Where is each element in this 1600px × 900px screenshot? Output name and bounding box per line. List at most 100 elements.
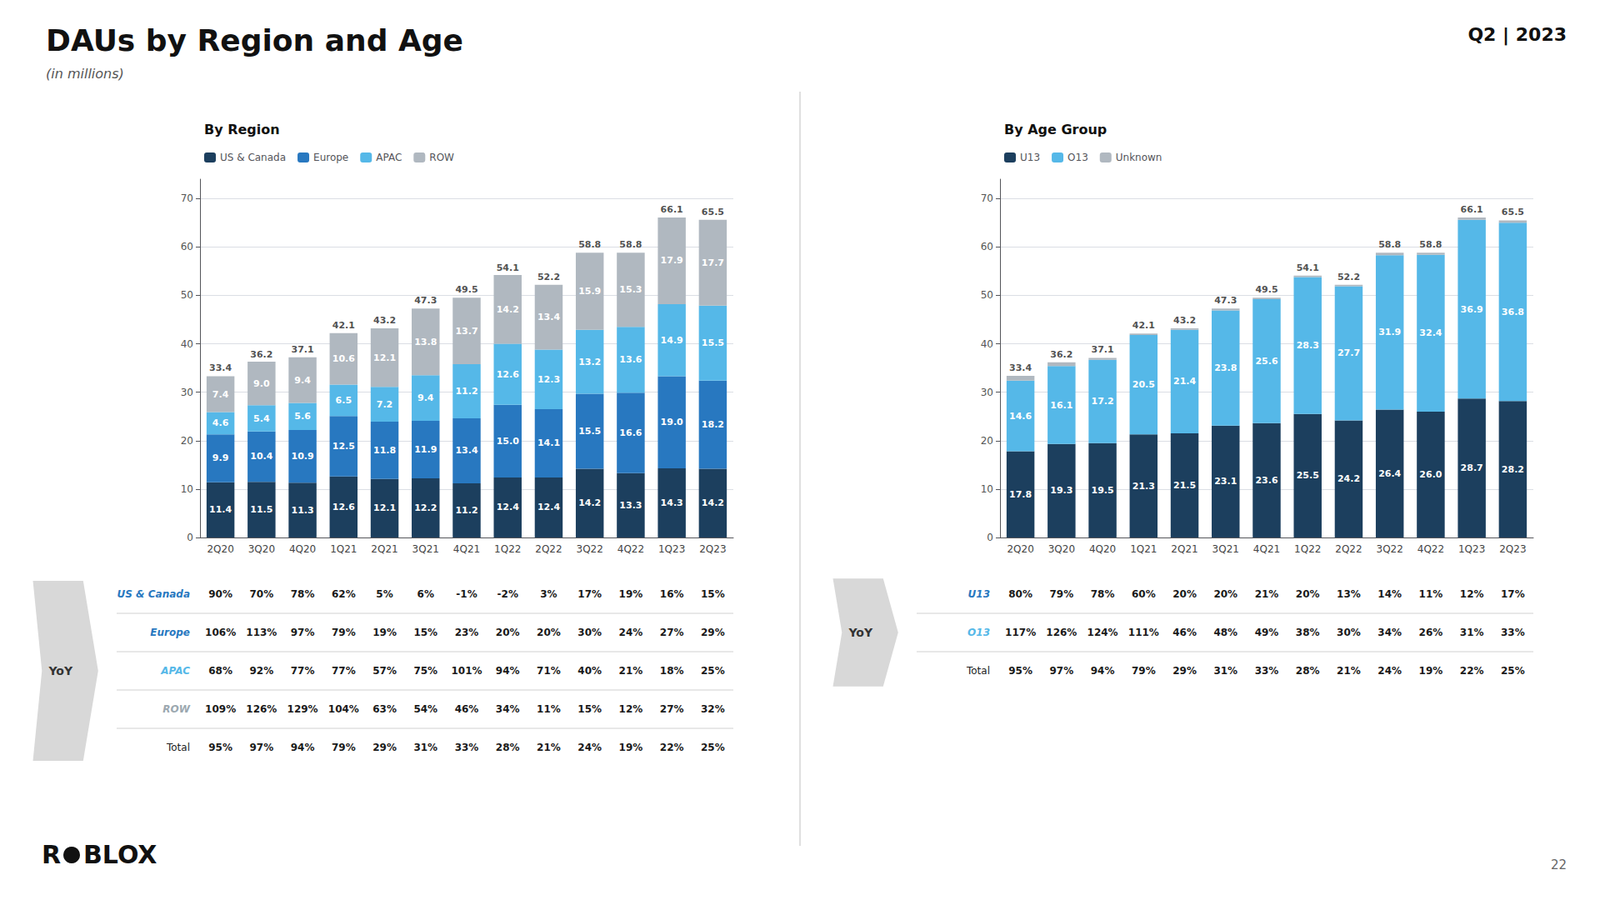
svg-text:79%: 79% [331, 626, 356, 639]
svg-text:10.6: 10.6 [332, 353, 355, 365]
svg-text:19%: 19% [1419, 665, 1444, 677]
svg-text:13%: 13% [1336, 588, 1361, 600]
svg-text:4Q21: 4Q21 [1253, 543, 1280, 555]
svg-text:42.1: 42.1 [1132, 320, 1155, 331]
svg-text:97%: 97% [249, 741, 274, 754]
svg-text:21%: 21% [536, 741, 561, 754]
svg-text:1Q23: 1Q23 [1458, 543, 1485, 555]
svg-text:9.4: 9.4 [294, 375, 311, 386]
svg-text:DAUs by Region and Age: DAUs by Region and Age [45, 23, 464, 58]
svg-text:13.7: 13.7 [455, 325, 478, 337]
svg-text:90%: 90% [208, 588, 233, 600]
svg-text:31%: 31% [413, 741, 438, 754]
svg-text:2Q20: 2Q20 [206, 543, 234, 555]
svg-text:60: 60 [980, 240, 994, 253]
svg-text:47.3: 47.3 [1214, 295, 1237, 306]
svg-text:11%: 11% [536, 703, 561, 715]
svg-text:11.4: 11.4 [209, 504, 232, 515]
svg-text:21%: 21% [1336, 665, 1361, 677]
svg-text:2Q22: 2Q22 [1335, 543, 1362, 555]
svg-text:28%: 28% [1295, 665, 1320, 677]
svg-text:13.2: 13.2 [578, 356, 601, 368]
svg-text:13.6: 13.6 [619, 354, 642, 365]
svg-text:33%: 33% [455, 741, 480, 754]
svg-text:126%: 126% [1045, 626, 1077, 639]
svg-text:23.8: 23.8 [1214, 362, 1237, 374]
svg-text:12%: 12% [1460, 588, 1485, 600]
svg-text:79%: 79% [1049, 588, 1074, 600]
svg-text:15.0: 15.0 [496, 435, 520, 447]
svg-text:2Q23: 2Q23 [699, 543, 726, 555]
svg-text:43.2: 43.2 [373, 315, 396, 326]
svg-text:3Q22: 3Q22 [1376, 543, 1404, 555]
svg-text:15%: 15% [700, 588, 725, 600]
svg-text:14.2: 14.2 [496, 304, 520, 315]
svg-text:78%: 78% [290, 588, 315, 600]
svg-text:33%: 33% [1500, 626, 1525, 639]
svg-text:US & Canada: US & Canada [220, 151, 286, 164]
svg-text:70: 70 [980, 192, 994, 205]
svg-text:14.6: 14.6 [1009, 410, 1032, 422]
svg-text:106%: 106% [205, 626, 236, 639]
svg-text:71%: 71% [536, 665, 561, 677]
svg-text:12.1: 12.1 [373, 352, 396, 364]
svg-text:O13: O13 [967, 626, 990, 639]
svg-text:6%: 6% [417, 588, 435, 600]
svg-text:14.1: 14.1 [537, 437, 560, 449]
svg-text:4Q20: 4Q20 [289, 543, 316, 555]
svg-text:31%: 31% [1460, 626, 1485, 639]
svg-text:21%: 21% [619, 665, 644, 677]
svg-text:95%: 95% [1008, 665, 1033, 677]
svg-text:66.1: 66.1 [660, 204, 684, 215]
svg-text:20: 20 [180, 435, 194, 447]
svg-text:50: 50 [980, 289, 994, 301]
svg-text:79%: 79% [1131, 665, 1156, 677]
svg-text:15%: 15% [413, 626, 438, 639]
svg-text:14.3: 14.3 [660, 497, 684, 509]
svg-text:113%: 113% [245, 626, 277, 639]
svg-text:30: 30 [180, 386, 194, 399]
svg-text:1Q22: 1Q22 [494, 543, 521, 555]
svg-text:33.4: 33.4 [1009, 362, 1032, 374]
svg-text:31.9: 31.9 [1378, 326, 1401, 338]
svg-text:11%: 11% [1419, 588, 1444, 600]
svg-text:1Q21: 1Q21 [1130, 543, 1157, 555]
svg-text:YoY: YoY [847, 625, 873, 640]
svg-text:Q2 | 2023: Q2 | 2023 [1467, 24, 1567, 46]
svg-text:92%: 92% [249, 665, 274, 677]
svg-text:4Q22: 4Q22 [1417, 543, 1445, 555]
svg-text:13.4: 13.4 [537, 311, 560, 323]
svg-text:21.5: 21.5 [1173, 480, 1196, 491]
svg-text:19.0: 19.0 [660, 416, 684, 428]
svg-text:9.0: 9.0 [253, 378, 270, 390]
svg-text:3Q22: 3Q22 [576, 543, 604, 555]
svg-text:19%: 19% [619, 741, 644, 754]
svg-text:12.6: 12.6 [496, 369, 520, 380]
svg-text:ROW: ROW [162, 703, 190, 715]
svg-text:49.5: 49.5 [455, 284, 478, 295]
svg-text:28.3: 28.3 [1296, 340, 1320, 351]
svg-text:12.1: 12.1 [373, 502, 396, 514]
svg-text:13.3: 13.3 [619, 500, 642, 511]
svg-text:11.2: 11.2 [455, 385, 478, 397]
svg-text:17.8: 17.8 [1009, 489, 1032, 500]
svg-text:6.5: 6.5 [335, 395, 353, 406]
svg-text:31%: 31% [1213, 665, 1238, 677]
svg-text:-2%: -2% [497, 588, 519, 600]
svg-text:10.9: 10.9 [291, 450, 315, 462]
svg-text:26.4: 26.4 [1378, 468, 1401, 480]
svg-text:50: 50 [180, 289, 194, 301]
svg-text:30%: 30% [577, 626, 602, 639]
svg-text:97%: 97% [1049, 665, 1074, 677]
svg-text:15.9: 15.9 [578, 285, 601, 297]
svg-text:26.0: 26.0 [1419, 469, 1442, 480]
svg-text:U13: U13 [968, 588, 990, 600]
svg-text:20%: 20% [1295, 588, 1320, 600]
svg-text:3Q21: 3Q21 [412, 543, 440, 555]
svg-text:54.1: 54.1 [496, 262, 520, 274]
svg-text:21%: 21% [1255, 588, 1280, 600]
svg-text:36.9: 36.9 [1460, 304, 1484, 315]
svg-text:25.6: 25.6 [1255, 355, 1278, 367]
svg-text:YoY: YoY [47, 664, 73, 678]
svg-text:10.4: 10.4 [250, 450, 273, 462]
